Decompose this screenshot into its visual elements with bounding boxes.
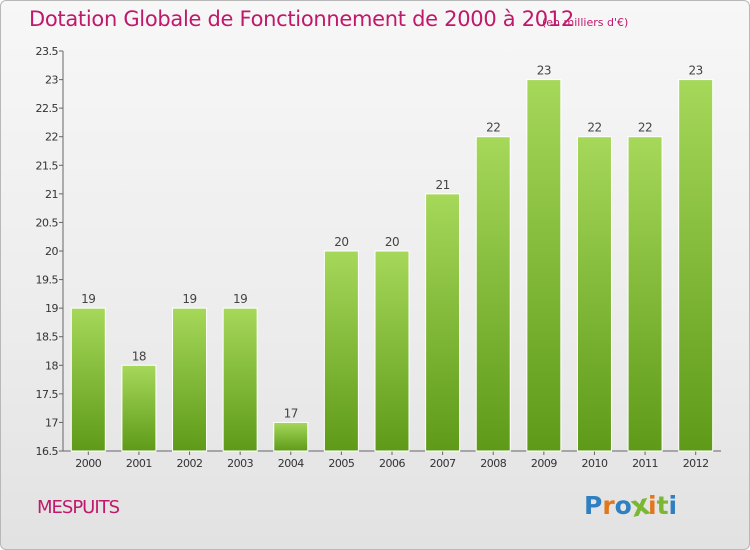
x-tick-label: 2001 <box>126 457 152 470</box>
y-tick-label: 21 <box>45 188 58 201</box>
data-label: 19 <box>233 292 247 306</box>
y-tick-label: 18 <box>45 359 58 372</box>
chart-title: Dotation Globale de Fonctionnement de 20… <box>29 7 574 31</box>
x-tick-label: 2012 <box>683 457 709 470</box>
data-label: 20 <box>385 235 399 249</box>
y-tick-label: 20 <box>45 245 58 258</box>
bar <box>121 364 157 452</box>
y-tick-label: 23.5 <box>36 45 59 58</box>
logo-letter: t <box>656 491 669 520</box>
x-tick-label: 2007 <box>430 457 456 470</box>
bar <box>374 250 410 452</box>
logo-letter: o <box>614 491 632 520</box>
y-tick-label: 19 <box>45 302 58 315</box>
bar <box>172 307 208 452</box>
bar <box>323 250 359 452</box>
y-tick-label: 21.5 <box>36 159 59 172</box>
y-tick-label: 22 <box>45 131 58 144</box>
data-label: 20 <box>334 235 348 249</box>
x-tick-label: 2002 <box>177 457 203 470</box>
x-tick-label: 2011 <box>632 457 658 470</box>
x-tick-label: 2004 <box>278 457 304 470</box>
bar <box>70 307 106 452</box>
bar <box>678 79 714 452</box>
bar <box>273 421 309 452</box>
logo-letter: i <box>648 491 657 520</box>
data-label: 22 <box>486 121 500 135</box>
bar <box>475 136 511 452</box>
chart-unit: (en milliers d'€) <box>542 16 629 29</box>
y-tick-label: 20.5 <box>36 216 59 229</box>
bars-group <box>70 79 714 452</box>
bar <box>576 136 612 452</box>
x-tick-label: 2006 <box>379 457 405 470</box>
y-axis: 16.5 17 17.5 18 18.5 19 19.5 20 20.5 21 21.5 22 22.5… <box>36 45 64 458</box>
y-tick-label: 19.5 <box>36 274 59 287</box>
data-labels-group: 19 18 19 19 17 20 20 21 22 23 22 22 23 <box>81 64 703 421</box>
proxiti-logo[interactable]: Proxiti <box>584 487 678 523</box>
x-tick-label: 2008 <box>480 457 506 470</box>
bar <box>627 136 663 452</box>
y-tick-label: 17 <box>45 416 58 429</box>
data-label: 17 <box>284 406 298 420</box>
x-tick-label: 2009 <box>531 457 557 470</box>
data-label: 23 <box>689 64 703 78</box>
bar <box>526 79 562 452</box>
data-label: 21 <box>435 178 449 192</box>
bar <box>425 193 461 452</box>
x-tick-label: 2003 <box>227 457 253 470</box>
data-label: 19 <box>81 292 95 306</box>
logo-letter: i <box>668 491 678 520</box>
y-tick-label: 17.5 <box>36 388 59 401</box>
data-label: 23 <box>537 64 551 78</box>
x-tick-label: 2010 <box>581 457 607 470</box>
x-tick-label: 2005 <box>328 457 354 470</box>
data-label: 18 <box>132 349 146 363</box>
y-tick-label: 16.5 <box>36 445 59 458</box>
y-tick-label: 23 <box>45 74 58 87</box>
logo-letter: r <box>602 491 615 520</box>
x-axis: 2000 2001 2002 2003 2004 2005 2006 2007 2008 2009… <box>63 450 721 470</box>
data-label: 22 <box>587 121 601 135</box>
commune-name: MESPUITS <box>37 497 120 518</box>
data-label: 19 <box>182 292 196 306</box>
y-tick-label: 18.5 <box>36 331 59 344</box>
logo-letter: P <box>584 491 603 520</box>
y-tick-label: 22.5 <box>36 102 59 115</box>
data-label: 22 <box>638 121 652 135</box>
bar <box>222 307 258 452</box>
x-tick-label: 2000 <box>75 457 101 470</box>
